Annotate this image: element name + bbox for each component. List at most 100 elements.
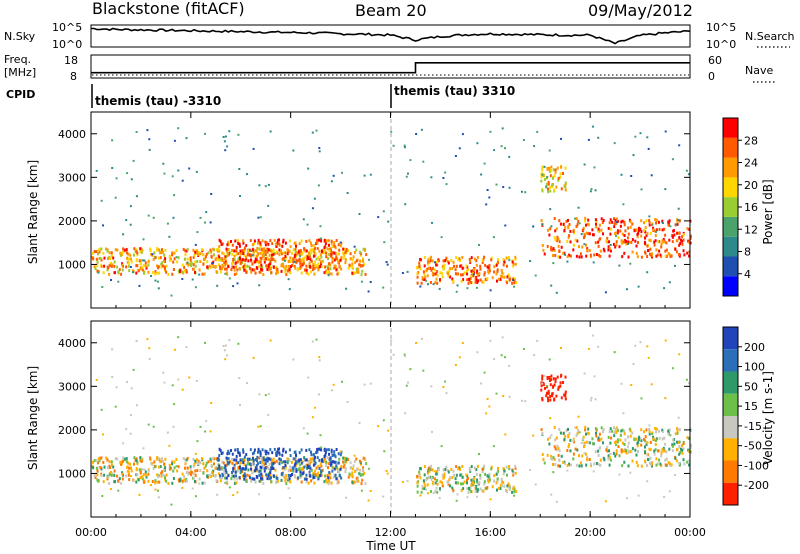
power-scatter-cell <box>204 132 206 135</box>
power-scatter-cell <box>671 234 674 238</box>
power-scatter-cell <box>241 265 244 269</box>
power-scatter-cell <box>353 251 356 254</box>
velocity-scatter-cell <box>315 338 318 341</box>
velocity-scatter-cell <box>486 486 489 490</box>
velocity-scatter-cell <box>194 469 197 473</box>
velocity-scatter-cell <box>422 369 425 372</box>
velocity-scatter-cell <box>348 472 351 476</box>
velocity-scatter-cell <box>602 427 605 431</box>
power-scatter-cell <box>575 254 578 258</box>
power-scatter-cell <box>228 242 231 246</box>
velocity-scatter-cell <box>272 458 274 462</box>
velocity-scatter-cell <box>165 473 168 477</box>
power-scatter-cell <box>652 226 655 230</box>
power-scatter-cell <box>588 249 591 252</box>
velocity-scatter-cell <box>610 436 613 440</box>
velocity-scatter-cell <box>237 342 240 345</box>
power-scatter-cell <box>512 264 515 268</box>
date-title: 09/May/2012 <box>588 1 693 20</box>
power-scatter-cell <box>542 173 545 177</box>
power-scatter-cell <box>175 249 178 252</box>
power-scatter-cell <box>294 266 297 270</box>
power-scatter-cell <box>598 223 601 227</box>
velocity-scatter-cell <box>403 355 406 358</box>
velocity-scatter-cell <box>553 397 556 401</box>
power-scatter-cell <box>96 269 99 273</box>
velocity-scatter-cell <box>369 382 372 385</box>
power-scatter-cell <box>254 271 257 275</box>
power-scatter-cell <box>672 229 675 233</box>
power-scatter-cell <box>114 248 117 252</box>
power-scatter-cell <box>313 251 316 255</box>
velocity-scatter-cell <box>646 480 649 483</box>
velocity-scatter-cell <box>96 473 99 477</box>
velocity-scatter-cell <box>302 427 305 430</box>
power-scatter-cell <box>512 279 515 282</box>
power-scatter-cell <box>272 258 275 261</box>
power-scatter-cell <box>457 258 460 262</box>
velocity-scatter-cell <box>541 453 544 456</box>
velocity-scatter-cell <box>245 464 248 468</box>
velocity-scatter-cell <box>160 460 163 464</box>
power-scatter-cell <box>282 265 285 268</box>
power-scatter-cell <box>664 249 667 253</box>
velocity-scatter-cell <box>654 448 657 452</box>
power-scatter-cell <box>307 272 310 276</box>
velocity-scatter-cell <box>262 456 265 460</box>
power-scatter-cell <box>548 167 551 170</box>
velocity-scatter-cell <box>194 480 196 483</box>
power-scatter-cell <box>677 207 680 210</box>
power-scatter-cell <box>220 258 222 262</box>
power-scatter-cell <box>255 249 257 253</box>
power-scatter-cell <box>639 132 642 135</box>
velocity-scatter-cell <box>353 480 356 484</box>
velocity-scatter-cell <box>310 479 313 483</box>
velocity-scatter-cell <box>183 474 186 478</box>
velocity-scatter-cell <box>601 430 604 433</box>
velocity-scatter-cell <box>199 469 202 473</box>
velocity-scatter-cell <box>219 476 222 480</box>
power-scatter-cell <box>291 251 293 255</box>
power-scatter-cell <box>461 273 464 277</box>
power-scatter-cell <box>312 267 315 270</box>
power-scatter-cell <box>228 277 231 280</box>
power-scatter-cell <box>333 241 336 245</box>
power-scatter-cell <box>569 240 572 244</box>
x-tick-label: 04:00 <box>175 526 207 539</box>
power-scatter-cell <box>245 270 248 274</box>
velocity-scatter-cell <box>284 464 287 467</box>
power-scatter-cell <box>189 258 192 262</box>
power-scatter-cell <box>655 228 658 232</box>
power-scatter-cell <box>123 248 126 252</box>
power-scatter-cell <box>164 257 167 261</box>
power-scatter-cell <box>662 240 665 244</box>
velocity-scatter-cell <box>177 336 180 339</box>
power-scatter-cell <box>256 260 258 264</box>
power-scatter-cell <box>252 253 255 257</box>
power-scatter-cell <box>436 263 439 267</box>
velocity-scatter-cell <box>288 475 291 479</box>
velocity-scatter-cell <box>139 456 142 460</box>
power-scatter-cell <box>626 288 628 291</box>
power-scatter-cell <box>146 129 149 132</box>
power-scatter-cell <box>455 290 458 293</box>
power-scatter-cell <box>239 262 242 266</box>
power-scatter-cell <box>468 277 470 281</box>
power-scatter-cell <box>554 171 557 175</box>
power-scatter-cell <box>171 272 174 276</box>
velocity-scatter-cell <box>559 381 562 385</box>
power-scatter-cell <box>677 219 680 221</box>
power-scatter-cell <box>598 238 601 242</box>
velocity-scatter-cell <box>328 458 331 462</box>
power-scatter-cell <box>194 243 197 246</box>
velocity-scatter-cell <box>235 454 238 458</box>
velocity-scatter-cell <box>635 453 638 457</box>
velocity-scatter-cell <box>468 466 471 470</box>
power-scatter-cell <box>334 264 337 268</box>
power-scatter-cell <box>248 248 251 252</box>
power-scatter-cell <box>117 270 120 274</box>
power-scatter-cell <box>163 172 166 175</box>
velocity-scatter-cell <box>661 431 664 433</box>
velocity-scatter-cell <box>170 503 173 506</box>
velocity-scatter-cell <box>299 462 302 465</box>
